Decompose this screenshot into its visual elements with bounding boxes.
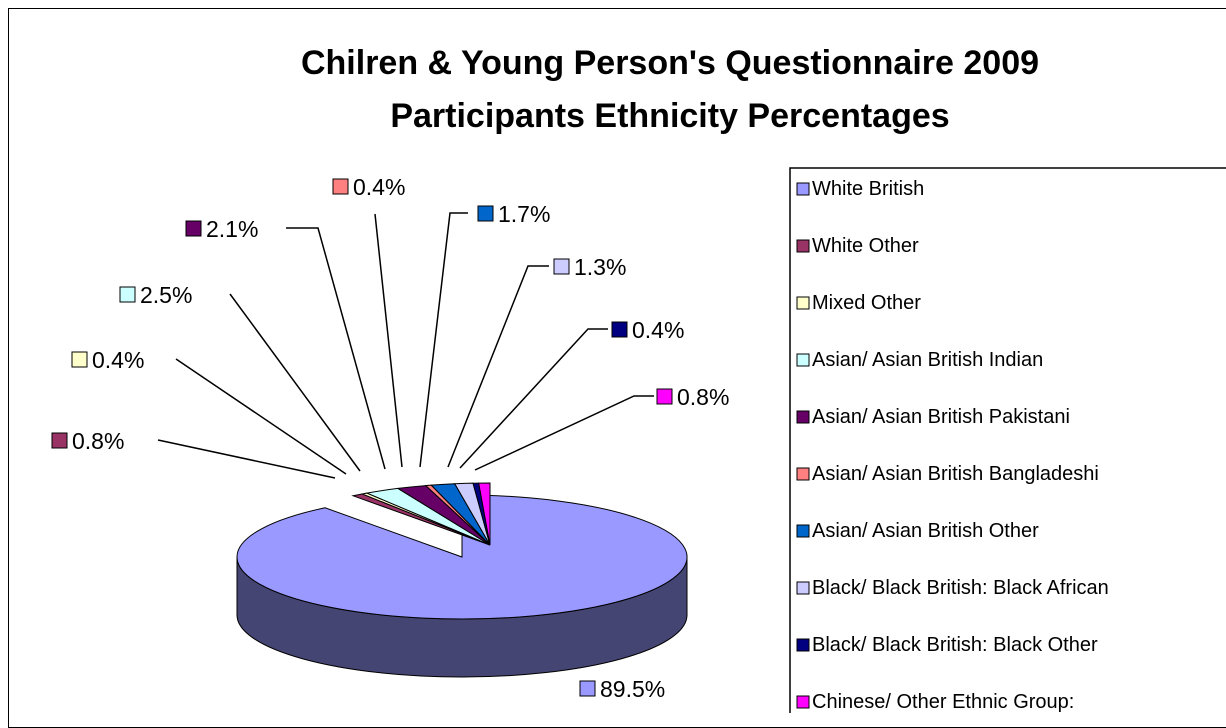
leader-line-asian-asian-british-bangladeshi <box>374 213 403 468</box>
data-label-swatch-black-black-british-black-other <box>611 321 628 338</box>
data-label-chinese-other-ethnic-group: 0.8% <box>677 384 729 410</box>
label-leaders <box>157 212 654 479</box>
data-label-swatch-black-black-british-black-african <box>553 258 570 275</box>
data-label-swatch-asian-asian-british-indian <box>119 286 136 303</box>
pie-chart: Chilren & Young Person's Questionnaire 2… <box>51 44 1226 713</box>
legend-entry-asian-asian-british-pakistani: Asian/ Asian British Pakistani <box>812 406 1070 428</box>
data-labels: 89.5% 0.8% 0.4% 2.5% 2.1% 0.4% 1.7% 1.3% 0.4% 0.8… <box>51 174 729 702</box>
legend-entry-chinese-other-ethnic-group: Chinese/ Other Ethnic Group: <box>812 691 1074 713</box>
legend: White British White Other Mixed Other Asian… <box>789 167 1226 713</box>
legend-entry-asian-asian-british-other: Asian/ Asian British Other <box>812 520 1039 542</box>
legend-entry-asian-asian-british-bangladeshi: Asian/ Asian British Bangladeshi <box>812 463 1099 485</box>
legend-swatch-white-british <box>796 182 810 196</box>
data-label-white-other: 0.8% <box>72 428 124 454</box>
legend-swatch-black-black-british-black-other <box>796 638 810 652</box>
legend-swatch-asian-asian-british-bangladeshi <box>796 467 810 481</box>
data-label-asian-asian-british-bangladeshi: 0.4% <box>353 174 405 200</box>
leader-line-black-black-british-black-african <box>447 265 549 468</box>
pie-slice-chinese-other-ethnic-group <box>478 482 491 546</box>
legend-swatch-asian-asian-british-pakistani <box>796 410 810 424</box>
leader-line-mixed-other <box>175 358 347 475</box>
legend-entry-white-british: White British <box>812 178 924 200</box>
chart-title: Chilren & Young Person's Questionnaire 2… <box>301 44 1039 135</box>
data-label-mixed-other: 0.4% <box>92 347 144 373</box>
data-label-swatch-white-british <box>579 680 596 697</box>
data-label-swatch-asian-asian-british-other <box>477 205 494 222</box>
leader-line-black-black-british-black-other <box>459 328 608 469</box>
data-label-swatch-chinese-other-ethnic-group <box>656 388 673 405</box>
data-label-asian-asian-british-other: 1.7% <box>498 201 550 227</box>
legend-swatch-asian-asian-british-other <box>796 524 810 538</box>
legend-box <box>789 167 1226 713</box>
data-label-swatch-asian-asian-british-pakistani <box>185 220 202 237</box>
legend-entry-black-black-british-black-other: Black/ Black British: Black Other <box>812 634 1098 656</box>
legend-swatch-asian-asian-british-indian <box>796 353 810 367</box>
leader-line-asian-asian-british-indian <box>229 293 361 472</box>
data-label-black-black-british-black-african: 1.3% <box>574 254 626 280</box>
chart-title-line-1: Chilren & Young Person's Questionnaire 2… <box>301 44 1039 82</box>
leader-line-chinese-other-ethnic-group <box>474 395 654 471</box>
legend-swatch-white-other <box>796 239 810 253</box>
data-label-swatch-mixed-other <box>71 351 88 368</box>
leader-line-asian-asian-british-other <box>419 212 468 468</box>
data-label-asian-asian-british-indian: 2.5% <box>140 282 192 308</box>
legend-entry-mixed-other: Mixed Other <box>812 292 921 314</box>
data-label-swatch-asian-asian-british-bangladeshi <box>332 178 349 195</box>
legend-swatch-mixed-other <box>796 296 810 310</box>
pie-slices <box>236 482 688 620</box>
leader-line-asian-asian-british-pakistani <box>286 227 386 470</box>
data-label-black-black-british-black-other: 0.4% <box>632 317 684 343</box>
legend-swatch-black-black-british-black-african <box>796 581 810 595</box>
legend-entry-black-black-british-black-african: Black/ Black British: Black African <box>812 577 1109 599</box>
data-label-white-british: 89.5% <box>600 676 665 702</box>
legend-swatch-chinese-other-ethnic-group <box>796 695 810 709</box>
legend-entry-white-other: White Other <box>812 235 919 257</box>
pie-slice-white-british <box>236 494 688 620</box>
legend-entry-asian-asian-british-indian: Asian/ Asian British Indian <box>812 349 1043 371</box>
data-label-asian-asian-british-pakistani: 2.1% <box>206 216 258 242</box>
leader-line-white-other <box>157 439 336 479</box>
chart-title-line-2: Participants Ethnicity Percentages <box>390 97 949 135</box>
data-label-swatch-white-other <box>51 432 68 449</box>
